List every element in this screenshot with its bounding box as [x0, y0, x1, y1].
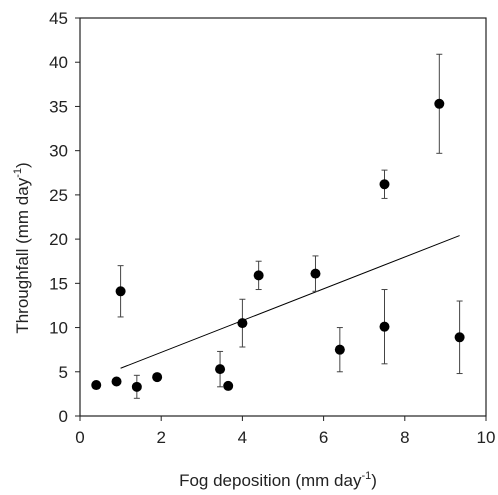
data-point — [215, 364, 226, 375]
trendline — [120, 235, 460, 369]
data-point — [91, 380, 102, 391]
y-tick-label: 30 — [49, 142, 68, 161]
y-tick-label: 35 — [49, 97, 68, 116]
y-axis-title-end: ) — [13, 162, 32, 168]
data-point — [454, 332, 465, 343]
x-axis-title: Fog deposition (mm day-1) — [179, 470, 377, 490]
data-point-group — [215, 350, 226, 388]
y-tick-label: 5 — [59, 363, 68, 382]
ticks-layer: 0 2 4 6 8 10 0 5 10 15 20 25 30 35 40 45 — [49, 9, 495, 447]
data-point-group — [253, 260, 264, 291]
data-point-group — [454, 300, 465, 375]
data-point-group — [152, 372, 163, 383]
data-point-group — [111, 376, 122, 387]
trendline-layer — [120, 235, 460, 369]
y-tick-label: 25 — [49, 186, 68, 205]
plot-area-frame — [79, 17, 487, 417]
data-point — [152, 372, 163, 383]
y-tick-label: 15 — [49, 274, 68, 293]
data-point-group — [223, 380, 234, 391]
data-point — [237, 318, 248, 329]
y-tick-label: 20 — [49, 230, 68, 249]
data-point-group — [379, 289, 390, 365]
data-point — [310, 268, 321, 279]
data-points-layer — [91, 53, 465, 399]
data-point — [379, 179, 390, 190]
data-point — [223, 380, 234, 391]
data-point — [379, 321, 390, 332]
data-point — [111, 376, 122, 387]
y-tick-label: 10 — [49, 319, 68, 338]
y-tick-label: 40 — [49, 53, 68, 72]
x-tick-label: 6 — [319, 428, 328, 447]
x-axis-title-unit-exponent: -1 — [361, 470, 371, 482]
x-tick-label: 4 — [238, 428, 247, 447]
y-axis-title: Throughfall (mm day-1) — [12, 162, 32, 333]
x-axis-title-end: ) — [371, 471, 377, 490]
data-point-group — [115, 265, 126, 318]
data-point-group — [434, 53, 445, 154]
data-point-group — [237, 298, 248, 348]
data-point-group — [91, 380, 102, 391]
plot-frame-layer — [79, 17, 487, 417]
data-point — [253, 270, 264, 281]
data-point-group — [310, 255, 321, 292]
data-point — [434, 98, 445, 109]
y-axis-title-main: Throughfall (mm day — [13, 177, 32, 333]
data-point-group — [131, 374, 142, 399]
y-tick-label: 0 — [59, 407, 68, 426]
data-point-group — [334, 327, 345, 373]
data-point — [115, 286, 126, 297]
x-tick-label: 8 — [400, 428, 409, 447]
x-tick-label: 2 — [156, 428, 165, 447]
x-tick-label: 10 — [477, 428, 496, 447]
data-point-group — [379, 169, 390, 199]
x-axis-title-main: Fog deposition (mm day — [179, 471, 362, 490]
data-point — [131, 381, 142, 392]
y-axis-title-unit-exponent: -1 — [12, 168, 24, 178]
data-point — [334, 344, 345, 355]
y-tick-label: 45 — [49, 9, 68, 28]
x-tick-label: 0 — [75, 428, 84, 447]
